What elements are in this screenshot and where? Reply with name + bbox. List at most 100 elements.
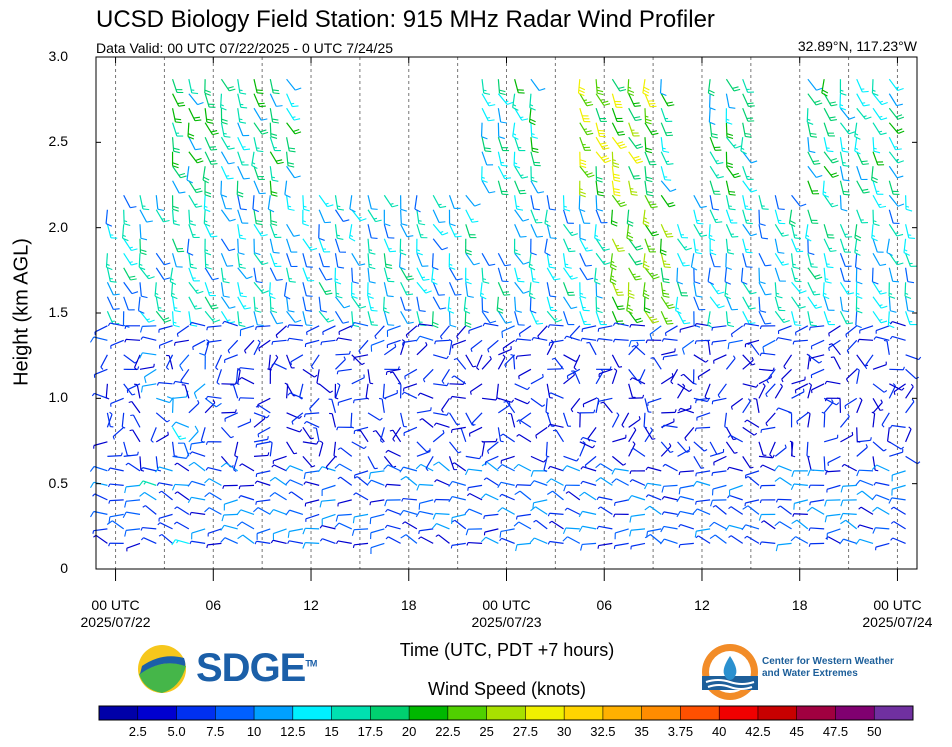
- wind-barb: [628, 339, 645, 347]
- wind-barb-feather: [130, 206, 137, 209]
- wind-barb-half-feather: [709, 234, 713, 237]
- wind-barb-shaft: [778, 407, 792, 414]
- wind-barb: [286, 107, 301, 121]
- wind-barb-shaft: [660, 194, 670, 208]
- wind-barb-half-feather: [554, 318, 558, 321]
- wind-barb: [839, 413, 850, 428]
- wind-barb-shaft: [335, 353, 350, 356]
- wind-barb-shaft: [746, 419, 760, 428]
- wind-barb-shaft: [337, 337, 352, 341]
- wind-barb: [481, 355, 492, 370]
- wind-barb-feather: [276, 278, 283, 281]
- wind-barb-feather: [650, 318, 658, 321]
- wind-barb-shaft: [788, 209, 793, 224]
- wind-barb: [269, 122, 278, 139]
- wind-barb-shaft: [805, 224, 809, 239]
- wind-barb-feather: [400, 252, 407, 256]
- wind-barb-half-feather: [776, 407, 779, 411]
- wind-barb-half-feather: [383, 307, 387, 310]
- wind-barb-half-feather: [633, 427, 637, 431]
- wind-barb-half-feather: [645, 466, 649, 471]
- wind-barb-shaft: [582, 525, 597, 530]
- wind-barb-feather: [367, 295, 374, 299]
- wind-barb-feather: [871, 464, 877, 471]
- wind-barb-shaft: [567, 368, 581, 377]
- wind-barb-feather: [709, 534, 716, 539]
- sdge-logo: SDGETM: [136, 644, 326, 694]
- wind-barb-feather: [725, 525, 730, 531]
- wind-barb-shaft: [742, 354, 753, 366]
- wind-barb-half-feather: [806, 455, 811, 458]
- wind-barb-shaft: [742, 281, 751, 295]
- wind-barb-shaft: [188, 267, 195, 282]
- wind-barb-feather: [879, 263, 887, 267]
- wind-barb-shaft: [220, 253, 228, 267]
- wind-barb-shaft: [709, 296, 720, 309]
- wind-barb-feather: [482, 310, 489, 314]
- wind-barb-half-feather: [600, 401, 604, 404]
- wind-barb: [484, 455, 499, 466]
- wind-barb: [822, 282, 830, 300]
- wind-barb: [760, 426, 776, 433]
- wind-barb: [448, 412, 461, 426]
- wind-barb-shaft: [644, 108, 647, 123]
- wind-barb-shaft: [310, 354, 320, 367]
- wind-barb: [888, 194, 905, 207]
- wind-barb-shaft: [416, 409, 431, 414]
- wind-barb-feather: [692, 508, 698, 515]
- wind-barb-half-feather: [251, 162, 256, 165]
- wind-barb-feather: [488, 104, 496, 107]
- wind-barb-half-feather: [724, 426, 728, 429]
- wind-barb: [826, 484, 841, 493]
- wind-barb-shaft: [416, 209, 420, 224]
- wind-barb: [661, 348, 676, 356]
- wind-barb-shaft: [436, 479, 450, 486]
- wind-barb: [628, 252, 643, 266]
- wind-barb-feather: [503, 294, 511, 296]
- wind-barb-feather: [731, 235, 739, 238]
- wind-barb-shaft: [630, 528, 646, 531]
- wind-barb-shaft: [810, 469, 825, 472]
- wind-barb: [303, 412, 320, 418]
- wind-barb: [416, 224, 428, 239]
- wind-barb-feather: [191, 92, 199, 95]
- wind-barb-shaft: [660, 151, 668, 165]
- wind-barb-shaft: [777, 337, 792, 341]
- wind-barb-feather: [717, 291, 725, 295]
- wind-barb: [839, 267, 851, 283]
- wind-barb: [693, 209, 704, 225]
- wind-barb-shaft: [145, 505, 157, 515]
- wind-barb-half-feather: [715, 160, 719, 162]
- wind-barb-half-feather: [535, 435, 538, 439]
- wind-barb-feather: [644, 310, 651, 314]
- wind-barb-half-feather: [238, 397, 241, 401]
- wind-barb-shaft: [713, 521, 727, 530]
- wind-barb-shaft: [416, 253, 423, 267]
- wind-barb-feather: [675, 310, 682, 314]
- wind-barb-feather: [500, 121, 507, 124]
- wind-barb-shaft: [582, 325, 597, 330]
- colorbar-tick-label: 10: [246, 724, 262, 739]
- wind-barb-shaft: [856, 166, 862, 180]
- wind-barb-shaft: [269, 296, 272, 311]
- wind-barb-shaft: [136, 384, 141, 399]
- wind-barb: [844, 397, 858, 410]
- wind-barb-shaft: [497, 108, 502, 123]
- wind-barb: [253, 311, 264, 326]
- wind-barb-shaft: [359, 429, 369, 443]
- wind-barb-shaft: [872, 402, 883, 414]
- wind-barb-half-feather: [453, 357, 458, 361]
- wind-barb: [189, 451, 206, 457]
- wind-barb-half-feather: [124, 339, 127, 343]
- wind-barb-shaft: [774, 282, 777, 297]
- wind-barb: [742, 78, 754, 93]
- wind-barb-half-feather: [597, 545, 600, 549]
- wind-barb-feather: [228, 248, 236, 252]
- wind-barb-shaft: [628, 252, 637, 266]
- wind-barb-half-feather: [161, 218, 166, 220]
- wind-barb: [644, 505, 662, 515]
- wind-barb-shaft: [530, 137, 533, 152]
- wind-barb-shaft: [856, 151, 864, 165]
- wind-barb: [123, 267, 137, 281]
